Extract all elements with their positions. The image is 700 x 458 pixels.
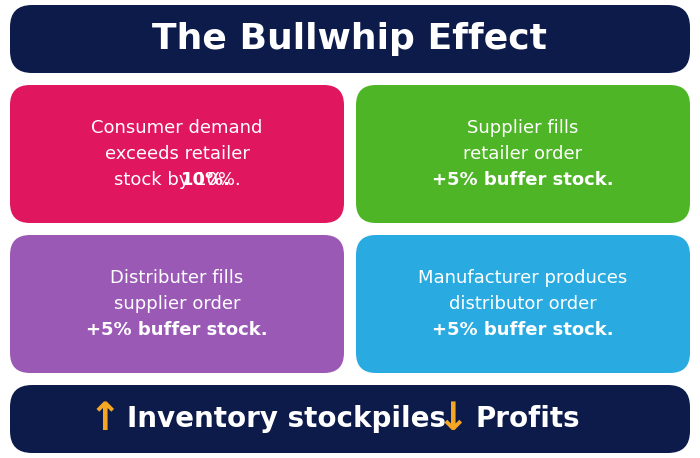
Text: +5% buffer stock.: +5% buffer stock.	[432, 321, 614, 339]
FancyBboxPatch shape	[10, 85, 344, 223]
Text: Profits: Profits	[475, 405, 580, 433]
FancyBboxPatch shape	[10, 385, 690, 453]
Text: Distributer fills: Distributer fills	[111, 269, 244, 287]
Text: Supplier fills: Supplier fills	[468, 119, 579, 137]
FancyBboxPatch shape	[10, 5, 690, 73]
FancyBboxPatch shape	[356, 85, 690, 223]
Text: Manufacturer produces: Manufacturer produces	[419, 269, 628, 287]
Text: retailer order: retailer order	[463, 145, 582, 163]
Text: +5% buffer stock.: +5% buffer stock.	[86, 321, 268, 339]
FancyBboxPatch shape	[10, 235, 344, 373]
Text: The Bullwhip Effect: The Bullwhip Effect	[153, 22, 547, 56]
Text: stock by 10%.: stock by 10%.	[113, 171, 240, 189]
Text: 10%.: 10%.	[181, 171, 231, 189]
Text: +5% buffer stock.: +5% buffer stock.	[432, 171, 614, 189]
Text: Inventory stockpiles: Inventory stockpiles	[127, 405, 446, 433]
Text: Consumer demand: Consumer demand	[91, 119, 262, 137]
Text: ↑: ↑	[89, 400, 121, 438]
Text: supplier order: supplier order	[113, 295, 240, 313]
Text: distributor order: distributor order	[449, 295, 597, 313]
FancyBboxPatch shape	[356, 235, 690, 373]
Text: exceeds retailer: exceeds retailer	[104, 145, 249, 163]
Text: ↓: ↓	[437, 400, 469, 438]
